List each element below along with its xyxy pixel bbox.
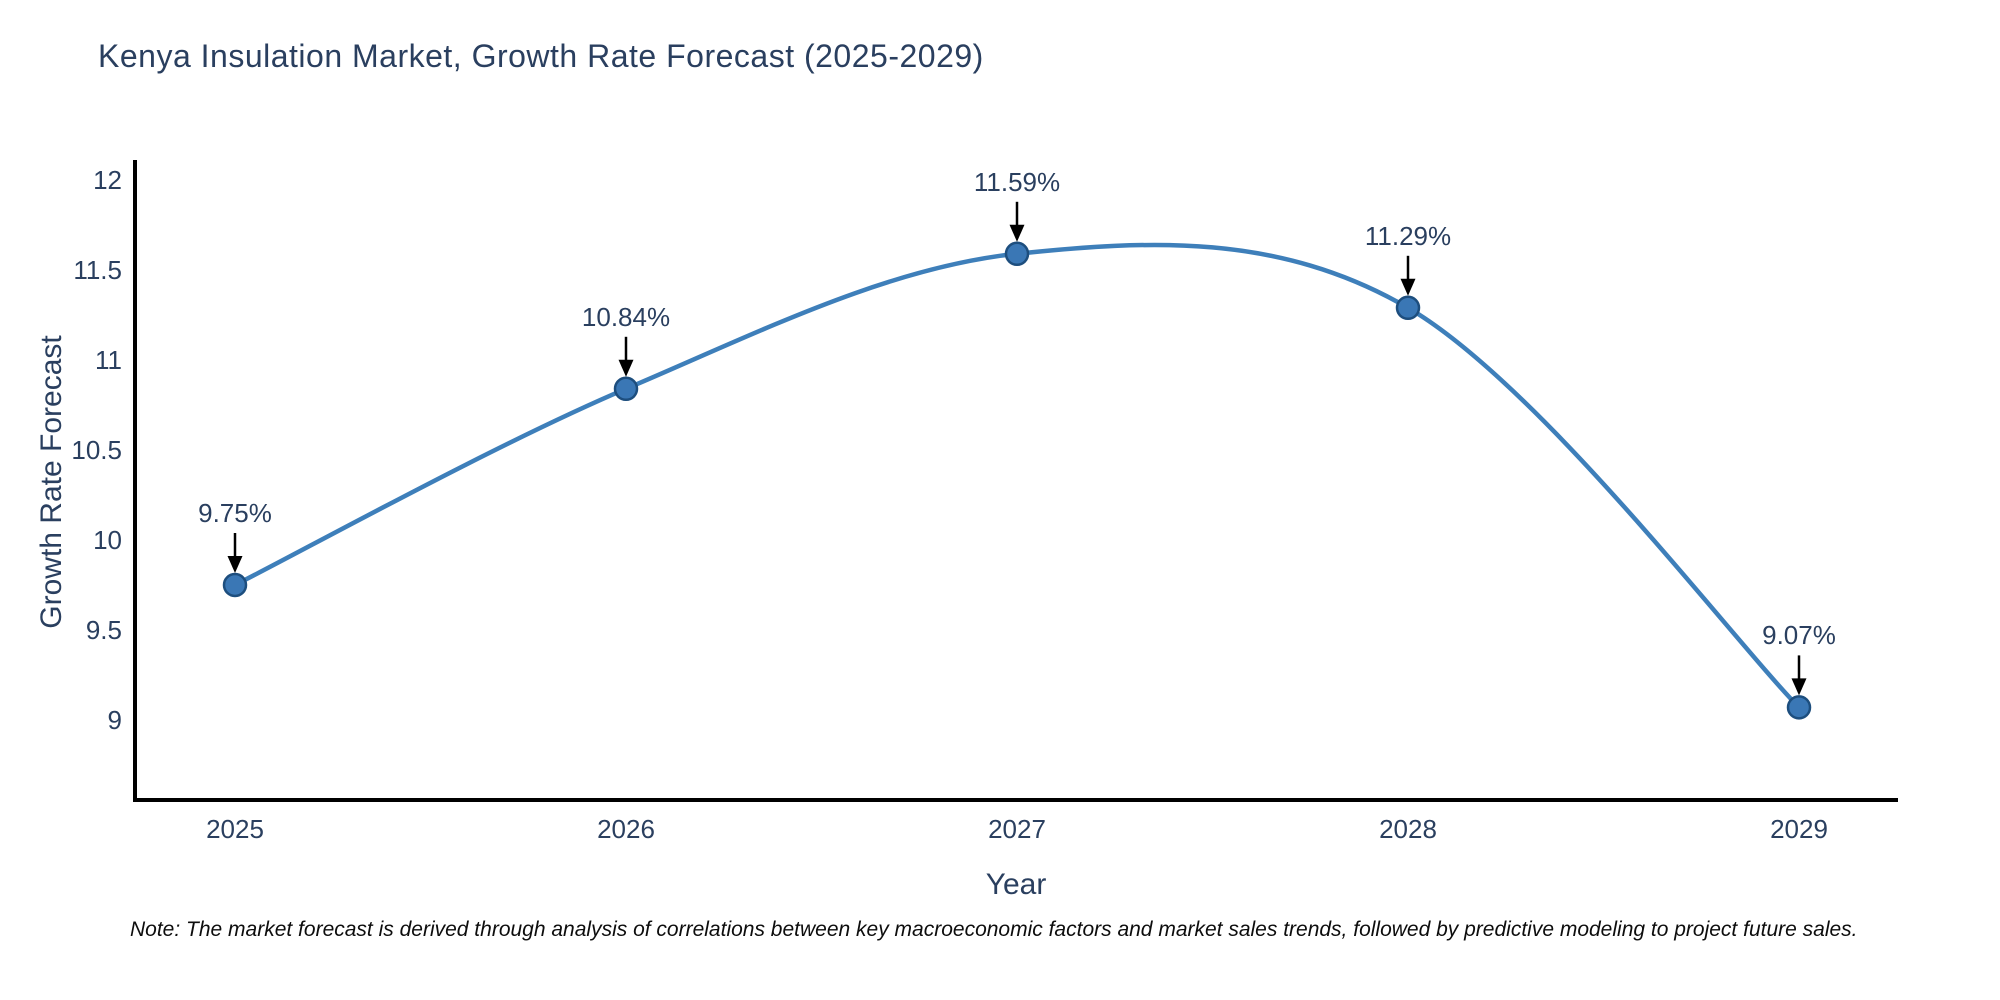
data-point-marker <box>1395 295 1421 321</box>
point-value-label: 11.59% <box>973 166 1061 197</box>
footnote: Note: The market forecast is derived thr… <box>130 918 1858 941</box>
x-tick-label: 2025 <box>206 814 264 844</box>
x-tick-label: 2027 <box>988 814 1046 844</box>
chart-title: Kenya Insulation Market, Growth Rate For… <box>98 38 984 74</box>
annotation-arrow-head <box>1400 278 1416 296</box>
y-tick-label: 9 <box>107 705 122 735</box>
y-axis-title: Growth Rate Forecast <box>35 335 68 629</box>
point-value-label: 11.29% <box>1364 220 1452 251</box>
data-point-marker <box>1004 241 1030 267</box>
x-tick-label: 2029 <box>1770 814 1828 844</box>
annotation-arrow-head <box>1009 224 1025 242</box>
data-point-marker <box>222 572 248 598</box>
data-point-marker <box>1786 695 1812 720</box>
x-axis-title: Year <box>985 868 1047 901</box>
point-value-label: 9.07% <box>1762 620 1836 651</box>
x-tick-label: 2028 <box>1379 814 1437 844</box>
y-tick-label: 9.5 <box>85 615 122 645</box>
axis-lines <box>133 160 1898 802</box>
point-value-label: 9.75% <box>198 498 272 528</box>
annotation-arrow-head <box>618 359 634 377</box>
point-value-label: 10.84% <box>581 301 671 332</box>
data-point-marker <box>613 376 639 402</box>
y-tick-label: 11.5 <box>73 255 122 285</box>
y-tick-label: 12 <box>93 165 122 195</box>
forecast-line <box>233 242 1801 709</box>
y-tick-label: 10.5 <box>71 435 122 465</box>
y-tick-label: 10 <box>93 525 122 555</box>
annotation-arrow-head <box>227 556 243 573</box>
annotation-arrow-head <box>1791 678 1807 696</box>
x-tick-label: 2026 <box>597 814 655 844</box>
y-tick-label: 11 <box>95 345 122 375</box>
